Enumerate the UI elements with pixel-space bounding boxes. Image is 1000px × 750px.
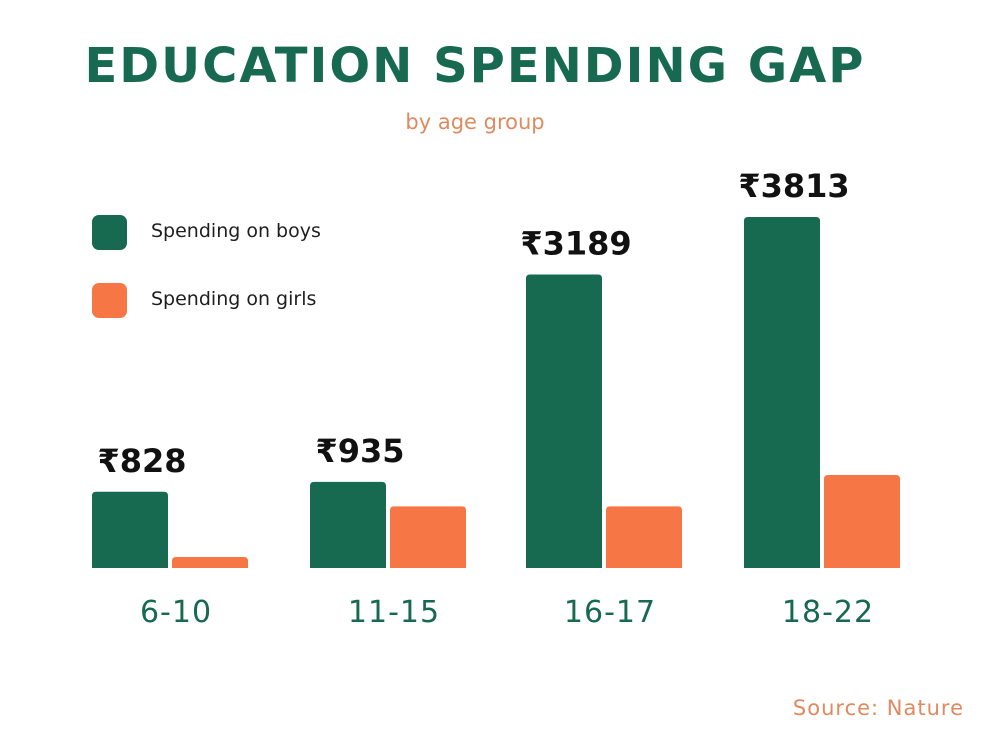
bar-girls-11-15	[390, 506, 466, 568]
chart-title: EDUCATION SPENDING GAP	[84, 38, 866, 94]
legend-label-boys: Spending on boys	[151, 220, 321, 242]
value-label-boys-6-10: ₹828	[97, 442, 186, 480]
value-label-boys-11-15: ₹935	[315, 432, 404, 470]
bar-boys-16-17	[526, 274, 602, 568]
bar-girls-18-22	[824, 475, 900, 568]
category-label-16-17: 16-17	[564, 595, 656, 630]
category-label-6-10: 6-10	[140, 595, 212, 630]
legend-swatch-girls	[92, 283, 127, 318]
source-note: Source: Nature	[792, 696, 964, 720]
bar-boys-11-15	[310, 481, 386, 568]
value-label-boys-18-22: ₹3813	[738, 167, 849, 205]
bar-boys-6-10	[92, 491, 168, 568]
chart-subtitle: by age group	[405, 110, 545, 134]
legend-label-girls: Spending on girls	[151, 288, 317, 310]
bar-boys-18-22	[744, 217, 820, 568]
bar-girls-16-17	[606, 506, 682, 568]
category-label-11-15: 11-15	[348, 595, 440, 630]
legend-swatch-boys	[92, 215, 127, 250]
bar-girls-6-10	[172, 556, 248, 568]
category-label-18-22: 18-22	[782, 595, 874, 630]
value-label-boys-16-17: ₹3189	[520, 224, 631, 262]
